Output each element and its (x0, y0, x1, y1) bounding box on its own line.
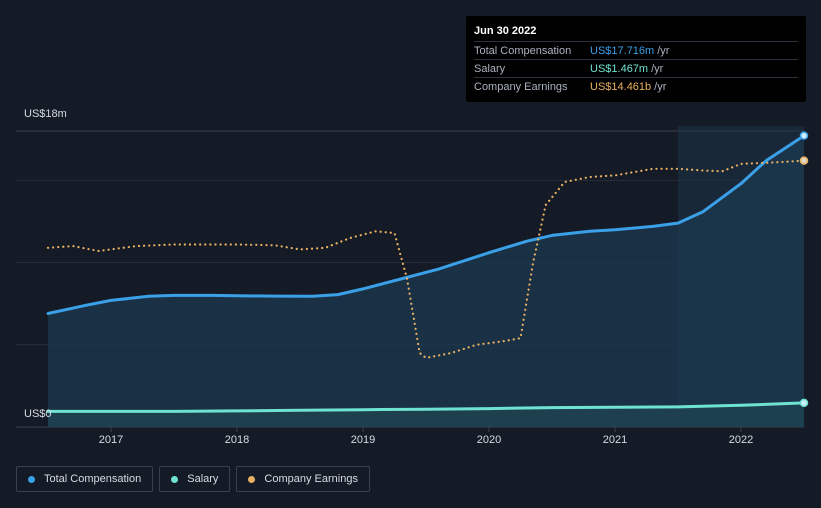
tooltip-row-label: Salary (474, 62, 506, 75)
x-axis: 2017 2018 2019 2020 2021 2022 (99, 427, 753, 446)
total-compensation-end-marker (799, 131, 809, 140)
tooltip-row-value: US$14.461b (590, 80, 652, 93)
salary-line (46, 401, 806, 413)
tooltip-row-label: Company Earnings (474, 80, 568, 93)
tooltip-row-unit: /yr (654, 80, 667, 93)
legend-item-total-compensation[interactable]: Total Compensation (16, 466, 154, 492)
x-tick-label: 2020 (477, 434, 501, 446)
tooltip-row-unit: /yr (651, 62, 664, 75)
tooltip-row-unit: /yr (657, 44, 670, 57)
tooltip: Jun 30 2022 Total Compensation US$17.716m… (466, 16, 806, 102)
legend-item-company-earnings[interactable]: Company Earnings (236, 466, 370, 492)
y-tick-label-top: US$18m (24, 108, 67, 120)
legend-dot-icon (248, 475, 256, 483)
tooltip-row: Salary US$1.467m/yr (474, 59, 798, 77)
x-tick-label: 2022 (729, 434, 753, 446)
legend-dot-icon (28, 475, 35, 483)
x-tick-label: 2017 (99, 434, 123, 446)
tooltip-date: Jun 30 2022 (474, 25, 537, 37)
legend-label: Company Earnings (264, 473, 358, 485)
x-tick-label: 2019 (351, 434, 375, 446)
tooltip-row: Company Earnings US$14.461b/yr (474, 77, 798, 95)
company-earnings-end-marker (799, 156, 809, 165)
tooltip-row-value: US$1.467m (590, 62, 649, 75)
series-areas (48, 135, 804, 427)
tooltip-row-value: US$17.716m (590, 44, 655, 57)
salary-area (48, 402, 804, 427)
legend-item-salary[interactable]: Salary (159, 466, 231, 492)
series-lines (46, 134, 806, 413)
x-tick-label: 2018 (225, 434, 249, 446)
total-compensation-area (48, 135, 804, 427)
tooltip-row: Total Compensation US$17.716m/yr (474, 41, 798, 59)
legend-label: Salary (187, 473, 219, 485)
series-end-markers (799, 131, 809, 408)
x-tick-label: 2021 (603, 434, 627, 446)
legend-dot-icon (171, 475, 179, 483)
tooltip-row-label: Total Compensation (474, 44, 572, 57)
total-compensation-line (46, 134, 806, 315)
legend: Total Compensation Salary Company Earnings (16, 466, 370, 492)
salary-end-marker (799, 398, 809, 408)
y-tick-label-bottom: US$0 (24, 408, 52, 420)
company-earnings-line (46, 159, 806, 359)
legend-label: Total Compensation (44, 473, 142, 485)
